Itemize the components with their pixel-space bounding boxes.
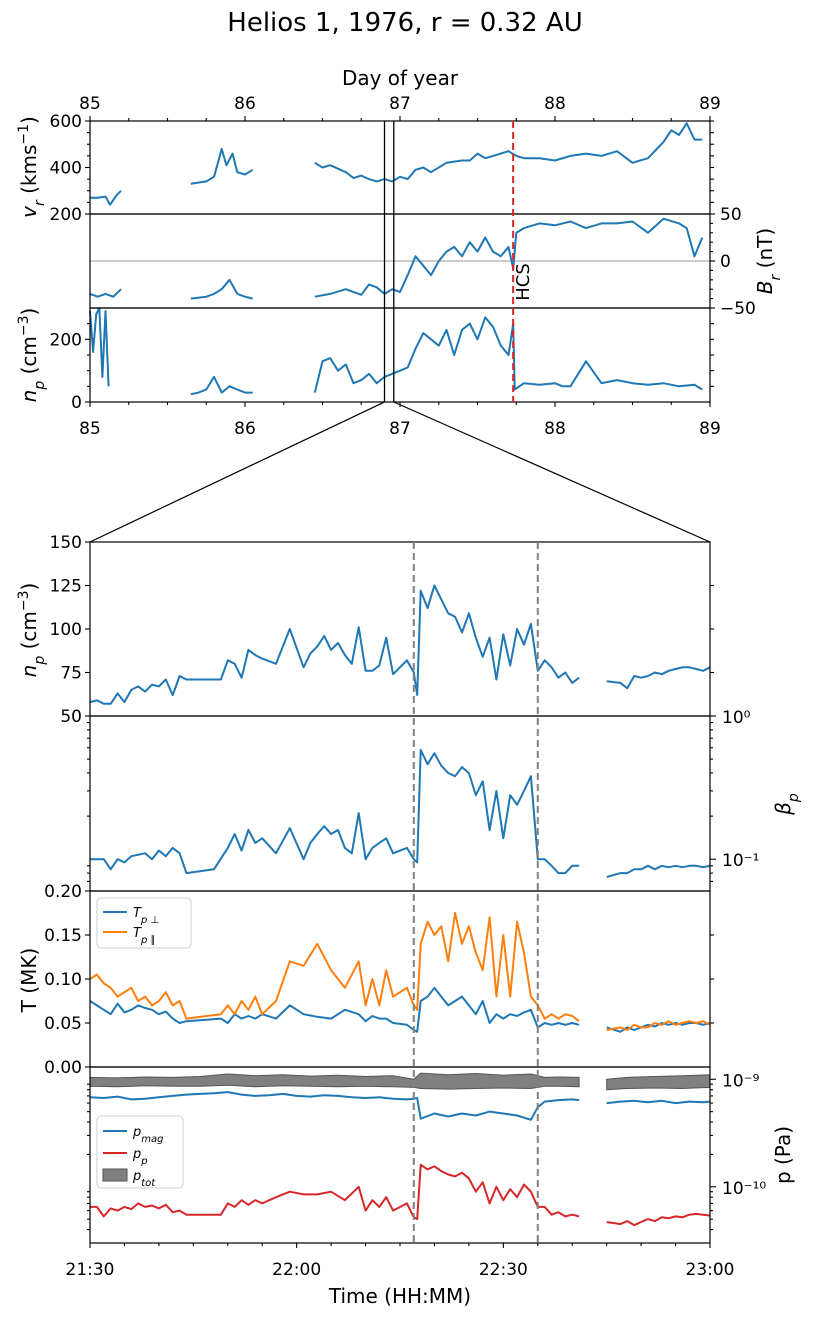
hcs-label: HCS	[513, 263, 534, 301]
pressure-legend-label: ptot	[132, 1169, 156, 1189]
time-x-tick-label: 22:00	[272, 1260, 321, 1280]
vr-axes-frame	[89, 120, 711, 215]
temperature-y-axis-title: T (MK)	[17, 948, 41, 1014]
vr-series-line-segment-1	[190, 147, 254, 185]
pressure-p_tot-band-1	[606, 1074, 711, 1091]
temperature-y-tick-label: 0.10	[44, 970, 82, 990]
np_overview-axes-frame	[89, 307, 711, 403]
br-series-line-segment-1	[190, 278, 253, 300]
vr-series-line-segment-0	[90, 190, 122, 206]
text-layer: HCS 85 85 86 86 87 87 88 88 89 89 Day of year 200 400…	[16, 66, 802, 1308]
time-x-tick-label: 22:30	[479, 1260, 528, 1280]
bottom-x-tick-label: 87	[389, 419, 411, 439]
figure-title: Helios 1, 1976, r = 0.32 AU	[227, 8, 582, 38]
np-y-tick-label: 100	[50, 620, 82, 640]
temperature-y-tick-label: 0.15	[44, 926, 82, 946]
np_overview-series-line-segment-2	[313, 316, 703, 393]
br-y-tick-label: 50	[720, 205, 742, 225]
br-y-tick-label: 0	[720, 252, 731, 272]
np_overview-series-line-segment-0	[89, 307, 110, 387]
np-axes-frame	[89, 541, 711, 717]
np-n_p-line-segment-0	[89, 584, 580, 705]
pressure-p_p-line-segment-0	[90, 1163, 580, 1221]
top-x-tick-label: 89	[699, 94, 721, 114]
vr-y-tick-label: 200	[50, 205, 82, 225]
zoom-connector-left	[89, 401, 385, 543]
bottom-x-tick-label: 89	[699, 419, 721, 439]
np-overview-y-axis-title: np (cm−3)	[16, 308, 48, 403]
top-x-tick-label: 88	[544, 94, 566, 114]
time-x-tick-label: 21:30	[66, 1260, 115, 1280]
vr-y-tick-label: 400	[50, 159, 82, 179]
frame-layer	[85, 116, 716, 1248]
vr-y-tick-label: 600	[50, 112, 82, 132]
br-series-line-segment-2	[314, 217, 704, 298]
np-y-tick-label: 150	[50, 533, 82, 553]
temperature-T_p∥-line-segment-0	[89, 912, 580, 1022]
pressure-y-tick-label: 10⁻⁹	[722, 1071, 760, 1091]
temperature-y-tick-label: 0.05	[44, 1014, 82, 1034]
temperature-legend-label: Tp ∥	[133, 926, 155, 946]
np-y-tick-label: 125	[50, 577, 82, 597]
pressure-p_tot-band-0	[89, 1072, 580, 1090]
br-series-line-segment-0	[89, 288, 122, 298]
br-y-tick-label: −50	[720, 299, 756, 319]
top-x-tick-label: 87	[389, 94, 411, 114]
temperature-legend-label: Tp ⊥	[133, 906, 159, 926]
vr-series-line-segment-2	[314, 122, 703, 183]
pressure-legend-label: pp	[132, 1147, 148, 1167]
beta-y-axis-title: βp	[771, 793, 802, 816]
beta-y-tick-label: 10⁻¹	[722, 851, 759, 871]
np-overview-y-tick-label: 200	[50, 330, 82, 350]
temperature-y-tick-label: 0.20	[44, 882, 82, 902]
beta-β_p-line-segment-1	[606, 864, 711, 879]
vr-y-axis-title: vr (kms−1)	[16, 116, 48, 218]
np_overview-series-line-segment-1	[190, 375, 253, 396]
beta-y-tick-label: 10⁰	[722, 708, 751, 728]
pressure-p_p-line-segment-1	[606, 1212, 711, 1227]
np-y-axis-title: np (cm−3)	[16, 583, 48, 678]
zoom-connector-right	[393, 401, 711, 543]
top-x-tick-label: 86	[234, 94, 256, 114]
br-y-axis-title: Br (nT)	[753, 228, 784, 294]
top-x-tick-label: 85	[79, 94, 101, 114]
bottom-x-tick-label: 85	[79, 419, 101, 439]
bottom-x-tick-label: 86	[234, 419, 256, 439]
time-x-axis-title: Time (HH:MM)	[328, 1284, 471, 1308]
temperature-T_p⊥-line-segment-0	[89, 986, 580, 1033]
bottom-x-tick-label: 88	[544, 419, 566, 439]
temperature-T_p∥-line-segment-1	[606, 1020, 711, 1031]
pressure-p_mag-line-segment-1	[606, 1099, 711, 1105]
np-n_p-line-segment-1	[606, 666, 711, 690]
pressure-y-axis-title: p (Pa)	[771, 1126, 795, 1184]
pressure-legend-swatch	[102, 1168, 128, 1182]
np-y-tick-label: 50	[60, 707, 82, 727]
pressure-legend-label: pmag	[132, 1125, 163, 1145]
np-overview-y-tick-label: 0	[71, 393, 82, 413]
beta-β_p-line-segment-0	[90, 748, 580, 875]
data-layer	[89, 122, 711, 1227]
top-x-axis-title: Day of year	[342, 66, 459, 90]
pressure-y-tick-label: 10⁻¹⁰	[722, 1179, 766, 1199]
time-x-tick-label: 23:00	[686, 1260, 735, 1280]
pressure-p_mag-line-segment-0	[89, 1091, 580, 1121]
np-y-tick-label: 75	[60, 664, 82, 684]
temperature-y-tick-label: 0.00	[44, 1058, 82, 1078]
temperature-legend-box	[96, 897, 192, 949]
